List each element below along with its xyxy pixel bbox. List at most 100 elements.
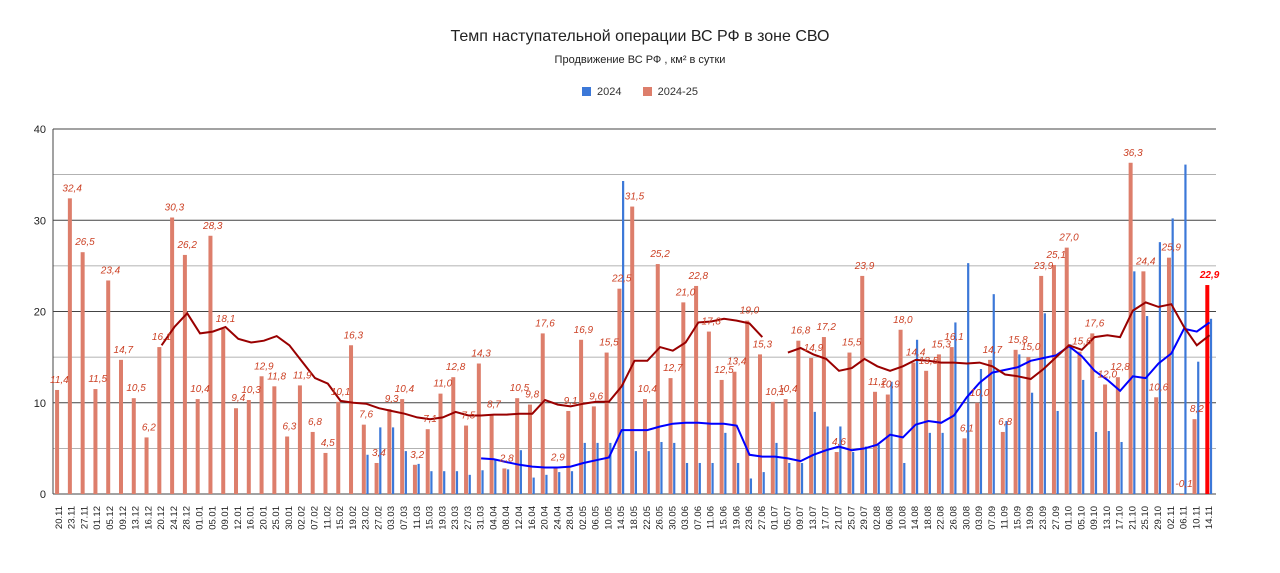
data-label: 12,9: [254, 361, 274, 372]
x-tick-label: 22.08: [936, 506, 947, 530]
bar-2024: [800, 462, 804, 494]
bar-2024: [545, 474, 548, 494]
bar-2024-25: [259, 376, 264, 494]
x-tick-label: 21.07: [833, 506, 844, 530]
x-tick-label: 23.02: [361, 506, 372, 530]
bar-2024-25: [55, 389, 60, 494]
data-label: 22,5: [611, 274, 632, 285]
bar-2024-25: [464, 425, 469, 494]
data-label: 23,9: [854, 261, 875, 272]
data-label: 16,1: [944, 332, 963, 343]
x-tick-label: 14.11: [1204, 506, 1215, 529]
x-tick-label: 02.11: [1166, 506, 1177, 529]
x-tick-label: 07.02: [310, 506, 321, 530]
trend-line-2024: [481, 321, 1211, 469]
bar-2024: [967, 263, 970, 494]
data-label: 18,1: [216, 314, 235, 325]
bar-2024-25: [182, 254, 187, 494]
data-label: 10,9: [880, 380, 900, 391]
data-label: 15,6: [1072, 337, 1092, 348]
bar-2024-25: [758, 354, 763, 494]
data-label: 15,3: [753, 339, 773, 350]
bar-2024: [1158, 242, 1161, 494]
bar-2024: [1056, 410, 1059, 494]
bar-2024: [903, 462, 906, 494]
bar-2024-25: [1103, 384, 1108, 494]
bar-2024: [698, 462, 701, 494]
bar-2024-25: [745, 320, 750, 494]
x-tick-label: 05.01: [207, 506, 218, 530]
bar-2024-25: [681, 302, 686, 494]
x-tick-label: 21.10: [1127, 506, 1138, 530]
bar-2024: [1005, 421, 1008, 494]
x-tick-label: 09.10: [1089, 506, 1100, 530]
bar-2024: [775, 442, 778, 494]
x-tick-label: 02.02: [297, 506, 308, 530]
bar-2024-25: [617, 288, 622, 494]
data-label: 13,4: [727, 357, 747, 368]
x-tick-label: 03.09: [974, 506, 985, 530]
data-label: 9,3: [385, 394, 399, 405]
bar-2024-25: [208, 235, 213, 494]
x-tick-label: 10.05: [603, 506, 614, 530]
bar-2024: [852, 452, 855, 494]
data-label: 11,0: [433, 379, 452, 390]
bar-2024: [1082, 379, 1085, 494]
y-tick-label: 0: [40, 489, 46, 501]
x-tick-label: 04.04: [488, 506, 499, 530]
data-label: 6,2: [142, 422, 156, 433]
x-tick-label: 07.06: [693, 506, 704, 530]
bar-2024: [685, 462, 689, 494]
data-label: 22,8: [688, 271, 709, 282]
x-tick-label: 27.09: [1051, 506, 1062, 530]
bar-2024: [1018, 354, 1021, 494]
data-label: 26,2: [176, 240, 197, 251]
x-tick-label: 28.12: [182, 506, 193, 530]
bar-2024-25: [821, 337, 826, 494]
x-tick-label: 27.11: [79, 506, 90, 529]
x-tick-label: 15.06: [718, 506, 729, 530]
bar-2024: [532, 477, 535, 494]
bar-2024: [1069, 344, 1072, 494]
data-label: 10,1: [765, 387, 784, 398]
chart-title: Темп наступательной операции ВС РФ в зон…: [450, 28, 830, 45]
bar-2024-25: [502, 468, 507, 494]
bar-2024-25: [451, 377, 456, 494]
data-label: 11,2: [868, 377, 887, 388]
bar-2024-25: [732, 371, 737, 494]
x-tick-label: 25.10: [1140, 506, 1151, 530]
x-tick-label: 26.05: [655, 506, 666, 530]
bar-2024-25: [1115, 377, 1120, 494]
x-tick-label: 11.09: [1000, 506, 1011, 529]
bar-2024-25: [962, 438, 967, 494]
data-label: 3,2: [410, 450, 424, 461]
data-label: 10,5: [126, 383, 146, 394]
x-tick-label: 23.09: [1038, 506, 1049, 530]
bar-2024: [954, 322, 957, 494]
bar-2024: [391, 427, 395, 494]
bar-2024: [890, 381, 893, 494]
data-label: 15,0: [1021, 342, 1041, 353]
legend-item-2024-25: 2024-25: [642, 86, 698, 98]
bar-2024-25: [438, 393, 443, 494]
data-label: 13,5: [919, 356, 939, 367]
bar-2024: [379, 427, 382, 494]
data-label: 17,8: [701, 317, 721, 328]
data-label: 12,8: [446, 362, 466, 373]
x-tick-label: 20.04: [540, 506, 551, 530]
data-label: 11,9: [293, 370, 312, 381]
data-label: 16,1: [152, 332, 171, 343]
data-label: 2,9: [550, 453, 565, 464]
data-label: 4,6: [832, 437, 846, 448]
data-label: 15,3: [931, 339, 951, 350]
bar-2024: [992, 294, 995, 494]
data-label: 15,5: [599, 338, 619, 349]
legend-label-2024-25: 2024-25: [657, 86, 698, 98]
bar-2024: [570, 471, 574, 494]
y-tick-label: 10: [34, 398, 46, 410]
x-tick-label: 27.03: [463, 506, 474, 530]
bar-2024: [737, 462, 740, 494]
bar-2024-25: [630, 206, 635, 494]
data-label: 36,3: [1123, 148, 1143, 159]
x-tick-label: 24.12: [169, 506, 180, 530]
